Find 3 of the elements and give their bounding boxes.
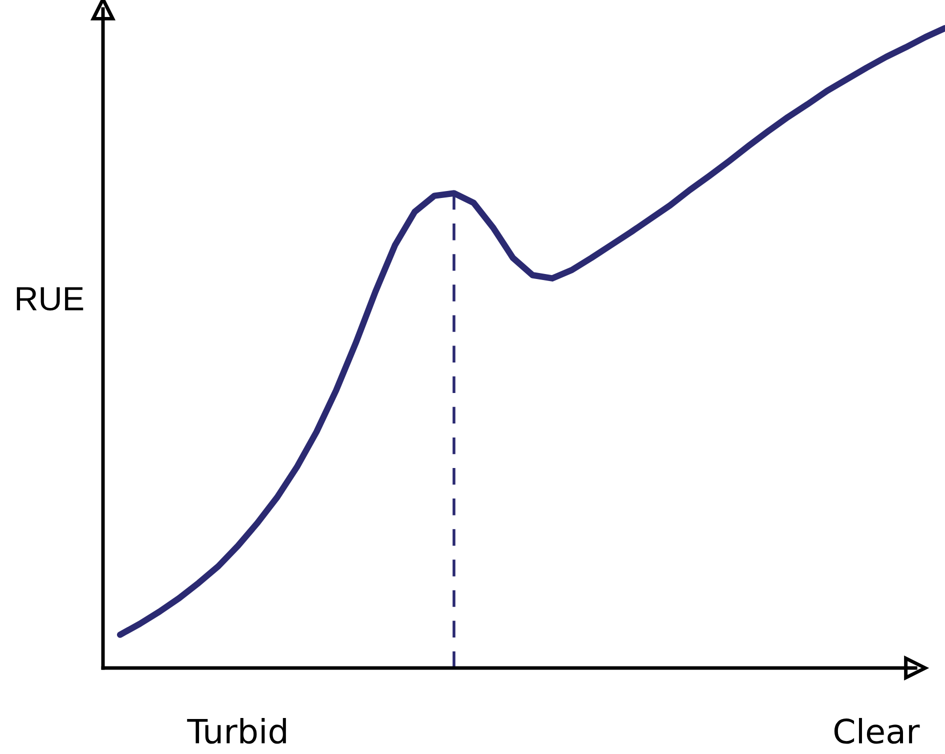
text: Clear [834,718,920,744]
text: Turbid [187,718,286,744]
y-axis-title: RUE [16,287,84,311]
